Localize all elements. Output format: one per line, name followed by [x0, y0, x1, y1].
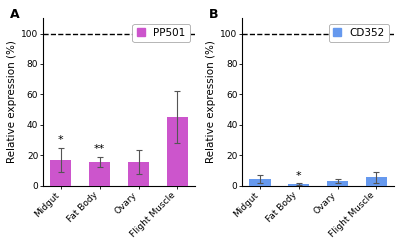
Bar	[50, 160, 71, 185]
Legend: CD352: CD352	[328, 24, 389, 42]
Y-axis label: Relative expression (%): Relative expression (%)	[206, 41, 216, 163]
Bar	[327, 181, 348, 185]
Y-axis label: Relative expression (%): Relative expression (%)	[7, 41, 17, 163]
Bar	[366, 177, 387, 185]
Bar	[167, 117, 188, 185]
Text: *: *	[296, 170, 302, 181]
Bar	[288, 184, 310, 185]
Legend: PP501: PP501	[132, 24, 190, 42]
Bar	[89, 162, 110, 185]
Text: A: A	[10, 8, 20, 21]
Text: B: B	[209, 8, 219, 21]
Bar	[128, 162, 149, 185]
Text: *: *	[58, 135, 64, 145]
Bar	[249, 179, 271, 185]
Text: **: **	[94, 144, 105, 154]
